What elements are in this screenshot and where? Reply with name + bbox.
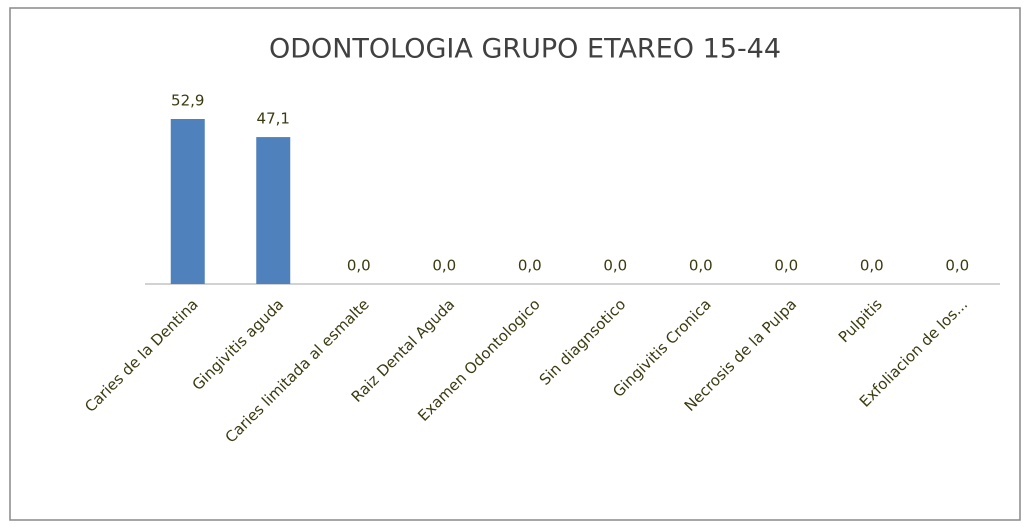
value-label: 0,0 — [860, 257, 884, 275]
value-label: 47,1 — [257, 110, 290, 128]
value-label: 0,0 — [518, 257, 542, 275]
value-label: 0,0 — [347, 257, 371, 275]
value-label: 0,0 — [603, 257, 627, 275]
bar — [256, 137, 291, 284]
value-label: 0,0 — [945, 257, 969, 275]
bar — [170, 119, 205, 284]
value-label: 52,9 — [171, 92, 204, 110]
value-label: 0,0 — [774, 257, 798, 275]
value-label: 0,0 — [432, 257, 456, 275]
value-label: 0,0 — [689, 257, 713, 275]
chart-title: ODONTOLOGIA GRUPO ETAREO 15-44 — [269, 34, 781, 65]
